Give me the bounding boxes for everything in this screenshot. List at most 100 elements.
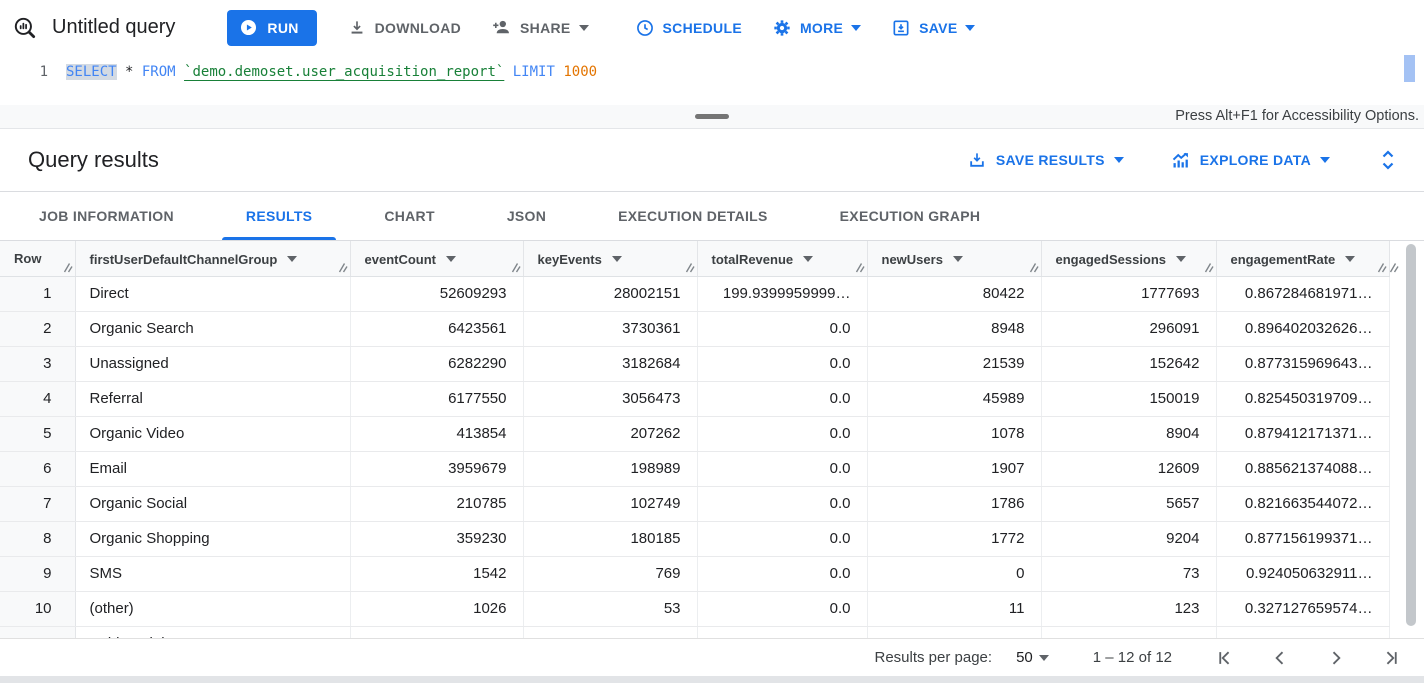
table-cell: 3730361: [523, 311, 698, 347]
table-header-row: Row firstUserDefaultChannelGroup eventCoun…: [0, 241, 1399, 277]
column-resize-handle[interactable]: [338, 261, 348, 276]
column-resize-handle[interactable]: [855, 261, 865, 276]
save-button[interactable]: SAVE: [891, 18, 976, 38]
table-cell: 0.0: [697, 311, 868, 347]
tab-results[interactable]: RESULTS: [221, 192, 337, 240]
table-row: 2 Organic Search 6423561 3730361 0.0 8948 2960…: [0, 311, 1390, 347]
tab-execution-graph[interactable]: EXECUTION GRAPH: [816, 192, 1005, 240]
table-cell: Email: [75, 451, 351, 487]
table-cell: 28002151: [523, 276, 698, 312]
sql-keyword-limit: LIMIT: [504, 64, 564, 80]
column-resize-handle[interactable]: [1204, 261, 1214, 276]
table-cell: 123: [1041, 591, 1217, 627]
sort-caret-icon[interactable]: [952, 250, 963, 265]
sql-editor[interactable]: 1 SELECT * FROM `demo.demoset.user_acqui…: [0, 55, 1424, 105]
column-header-engagementRate[interactable]: engagementRate: [1216, 241, 1399, 277]
sort-caret-icon[interactable]: [803, 250, 814, 265]
save-results-button[interactable]: SAVE RESULTS: [967, 150, 1124, 170]
sort-caret-icon[interactable]: [287, 250, 298, 265]
last-page-button[interactable]: [1382, 648, 1402, 668]
chevron-down-icon: [851, 24, 862, 31]
editor-scrollbar-thumb[interactable]: [1404, 55, 1415, 82]
table-scrollbar-thumb[interactable]: [1406, 244, 1416, 626]
table-cell: 6282290: [350, 346, 524, 382]
window-bottom-strip: [0, 676, 1424, 683]
sort-caret-icon[interactable]: [611, 250, 622, 265]
results-table: Row firstUserDefaultChannelGroup eventCoun…: [0, 241, 1399, 638]
results-header: Query results SAVE RESULTS EXPLORE DATA: [0, 129, 1424, 192]
expand-results-button[interactable]: [1378, 148, 1398, 172]
table-cell: 9: [867, 626, 1042, 638]
row-number-cell: 5: [0, 416, 76, 452]
pagination-bar: Results per page: 50 1 – 12 of 12: [0, 638, 1424, 676]
table-cell: 21539: [867, 346, 1042, 382]
table-cell: 53: [523, 591, 698, 627]
table-cell: 1772: [867, 521, 1042, 557]
page-size-select[interactable]: 50: [1016, 649, 1049, 666]
column-resize-handle[interactable]: [1377, 261, 1387, 276]
sort-caret-icon[interactable]: [446, 250, 456, 265]
sql-keyword-select: SELECT: [66, 64, 117, 80]
column-header-totalRevenue[interactable]: totalRevenue: [697, 241, 868, 277]
column-resize-handle[interactable]: [1389, 261, 1399, 276]
next-page-button[interactable]: [1326, 648, 1346, 668]
run-button[interactable]: RUN: [227, 9, 317, 46]
sort-caret-icon[interactable]: [1345, 250, 1356, 265]
row-number-cell: 1: [0, 276, 76, 312]
column-header-engagedSessions[interactable]: engagedSessions: [1041, 241, 1217, 277]
table-cell: 8948: [867, 311, 1042, 347]
table-cell: 199.9399959999…: [697, 276, 868, 312]
schedule-button[interactable]: SCHEDULE: [635, 18, 742, 38]
column-label: totalRevenue: [711, 251, 794, 267]
tab-json[interactable]: JSON: [483, 192, 570, 240]
column-resize-handle[interactable]: [63, 261, 73, 276]
tab-execution-details[interactable]: EXECUTION DETAILS: [594, 192, 792, 240]
results-tab-bar: JOB INFORMATION RESULTS CHART JSON EXECU…: [0, 192, 1424, 241]
column-label: engagedSessions: [1055, 251, 1167, 267]
row-number-cell: 9: [0, 556, 76, 592]
tab-job-information[interactable]: JOB INFORMATION: [15, 192, 198, 240]
save-icon: [891, 18, 911, 38]
column-header-row[interactable]: Row: [0, 241, 76, 277]
row-number-cell: 6: [0, 451, 76, 487]
column-resize-handle[interactable]: [511, 261, 521, 276]
table-row: 8 Organic Shopping 359230 180185 0.0 1772 9204…: [0, 521, 1390, 557]
column-header-firstUserDefaultChannelGroup[interactable]: firstUserDefaultChannelGroup: [75, 241, 351, 277]
explore-data-button[interactable]: EXPLORE DATA: [1170, 150, 1330, 171]
previous-page-button[interactable]: [1270, 648, 1290, 668]
column-label: Row: [14, 250, 42, 266]
table-cell: 0.877156199371…: [1216, 521, 1390, 557]
tab-chart[interactable]: CHART: [360, 192, 459, 240]
sort-caret-icon[interactable]: [1176, 250, 1187, 265]
column-header-keyEvents[interactable]: keyEvents: [523, 241, 698, 277]
column-label: firstUserDefaultChannelGroup: [89, 251, 278, 267]
table-cell: 0.0: [697, 451, 868, 487]
column-resize-handle[interactable]: [1029, 261, 1039, 276]
sql-code-line[interactable]: SELECT * FROM `demo.demoset.user_acquisi…: [66, 64, 598, 80]
first-page-button[interactable]: [1214, 648, 1234, 668]
explore-chart-icon: [1170, 150, 1191, 171]
table-cell: 1.0: [1216, 626, 1390, 638]
table-cell: 180185: [523, 521, 698, 557]
table-cell: 0.0: [697, 416, 868, 452]
table-cell: Unassigned: [75, 346, 351, 382]
column-header-eventCount[interactable]: eventCount: [350, 241, 524, 277]
clock-icon: [635, 18, 655, 38]
table-cell: 0.0: [697, 591, 868, 627]
table-cell: 1907: [867, 451, 1042, 487]
table-cell: 3056473: [523, 381, 698, 417]
table-cell: 11: [867, 591, 1042, 627]
accessibility-hint: Press Alt+F1 for Accessibility Options.: [1175, 108, 1419, 124]
table-cell: 0.877315969643…: [1216, 346, 1390, 382]
splitter-drag-handle[interactable]: [695, 114, 729, 119]
gear-icon: [772, 18, 792, 38]
table-cell: 52609293: [350, 276, 524, 312]
table-row: 1 Direct 52609293 28002151 199.9399959999… 80…: [0, 276, 1390, 312]
share-button[interactable]: SHARE: [491, 17, 589, 38]
column-resize-handle[interactable]: [685, 261, 695, 276]
download-button[interactable]: DOWNLOAD: [347, 18, 461, 38]
column-header-newUsers[interactable]: newUsers: [867, 241, 1042, 277]
more-button[interactable]: MORE: [772, 18, 862, 38]
sql-table-reference[interactable]: `demo.demoset.user_acquisition_report`: [184, 64, 505, 80]
sql-keyword-from: FROM: [141, 64, 176, 80]
